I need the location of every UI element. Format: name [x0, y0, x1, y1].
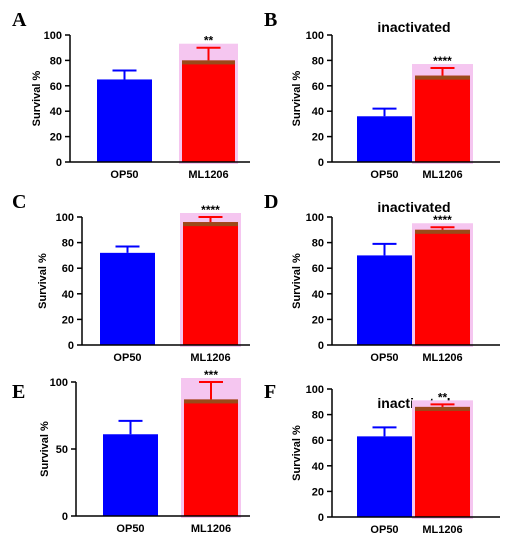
panel-e-y-tick-label: 100	[50, 377, 68, 389]
panel-d-category-op50: OP50	[370, 352, 398, 364]
panel-d-significance: ****	[433, 213, 452, 227]
panel-a-y-tick-label: 60	[50, 81, 62, 93]
panel-f-bar-op50	[357, 436, 412, 517]
panel-a-category-op50: OP50	[110, 169, 138, 181]
panel-d-category-ml1206: ML1206	[422, 352, 462, 364]
panel-c-category-ml1206: ML1206	[190, 352, 230, 364]
panel-letter-b: B	[264, 9, 277, 31]
panel-c-y-tick-label: 100	[56, 212, 74, 224]
panel-d-y-tick-label: 0	[318, 340, 324, 352]
panel-f-y-tick-label: 0	[318, 512, 324, 524]
panel-a-y-tick-label: 0	[56, 157, 62, 169]
panel-letter-c: C	[12, 191, 26, 213]
panel-e-bar-ml1206	[184, 399, 238, 516]
panel-f-y-tick-label: 60	[312, 435, 324, 447]
panel-b-bar-ml1206-cap-band	[415, 75, 470, 80]
panel-a-y-axis-label: Survival %	[31, 70, 43, 126]
panel-c-bar-ml1206-cap-band	[183, 222, 238, 227]
panel-letter-d: D	[264, 191, 278, 213]
panel-a-y-tick-label: 100	[44, 30, 62, 42]
panel-c-y-tick-label: 60	[62, 263, 74, 275]
panel-a-bar-op50	[97, 79, 152, 162]
panel-a-y-tick-label: 40	[50, 106, 62, 118]
panel-e-category-op50: OP50	[116, 523, 144, 535]
panel-d-bar-ml1206-cap-band	[415, 229, 470, 234]
panel-a-bar-ml1206	[182, 60, 235, 162]
panel-e-y-tick-label: 50	[56, 444, 68, 456]
panel-letter-f: F	[264, 381, 276, 403]
panel-c-y-tick-label: 0	[68, 340, 74, 352]
panel-d-y-tick-label: 20	[312, 314, 324, 326]
panel-d-title: inactivated	[377, 199, 450, 215]
panel-c-y-tick-label: 40	[62, 289, 74, 301]
panel-c-bar-op50	[100, 252, 155, 345]
panel-b-significance: ****	[433, 54, 452, 68]
panel-e-significance: ***	[204, 368, 218, 382]
panel-b-category-op50: OP50	[370, 169, 398, 181]
panel-f-y-tick-label: 20	[312, 486, 324, 498]
panel-f-y-tick-label: 100	[306, 384, 324, 396]
panel-c-significance: ****	[201, 203, 220, 217]
panel-a-y-tick-label: 20	[50, 132, 62, 144]
panel-b-y-tick-label: 40	[312, 106, 324, 118]
panel-f-y-tick-label: 80	[312, 410, 324, 422]
panel-e-category-ml1206: ML1206	[191, 523, 231, 535]
panel-b-title: inactivated	[377, 19, 450, 35]
panel-e-bar-ml1206-cap-band	[184, 399, 238, 404]
panel-b-y-tick-label: 80	[312, 55, 324, 67]
panel-b-y-tick-label: 0	[318, 157, 324, 169]
panel-b-bar-ml1206	[415, 75, 470, 162]
panel-a-y-tick-label: 80	[50, 55, 62, 67]
panel-f-bar-ml1206	[415, 406, 470, 517]
panel-d-bar-op50	[357, 255, 412, 345]
panel-d-y-tick-label: 40	[312, 289, 324, 301]
panel-d-y-axis-label: Survival %	[291, 253, 303, 309]
panel-a-bar-ml1206-cap-band	[182, 60, 235, 65]
panel-c-y-tick-label: 20	[62, 314, 74, 326]
panel-e-y-tick-label: 0	[62, 511, 68, 523]
panel-d-bar-ml1206	[415, 229, 470, 345]
panel-b-y-tick-label: 20	[312, 132, 324, 144]
panel-d-y-tick-label: 80	[312, 238, 324, 250]
panel-e-bar-op50	[103, 434, 158, 516]
panel-letter-a: A	[12, 9, 27, 31]
panel-a-category-ml1206: ML1206	[188, 169, 228, 181]
panel-f-y-tick-label: 40	[312, 461, 324, 473]
panel-f-category-op50: OP50	[370, 524, 398, 536]
panel-b-category-ml1206: ML1206	[422, 169, 462, 181]
panel-f-category-ml1206: ML1206	[422, 524, 462, 536]
panel-c-bar-ml1206	[183, 222, 238, 345]
panel-d-y-tick-label: 60	[312, 263, 324, 275]
panel-letter-e: E	[12, 381, 25, 403]
panel-c-category-op50: OP50	[113, 352, 141, 364]
panel-e-y-axis-label: Survival %	[39, 421, 51, 477]
panel-b-y-axis-label: Survival %	[291, 70, 303, 126]
panel-b-y-tick-label: 60	[312, 81, 324, 93]
panel-d-y-tick-label: 100	[306, 212, 324, 224]
panel-c-y-axis-label: Survival %	[37, 253, 49, 309]
panel-f-bar-ml1206-cap-band	[415, 406, 470, 411]
panel-f-y-axis-label: Survival %	[291, 425, 303, 481]
panel-f-significance: **	[438, 390, 448, 404]
panel-b-y-tick-label: 100	[306, 30, 324, 42]
panel-a-significance: **	[204, 34, 214, 48]
panel-c-y-tick-label: 80	[62, 238, 74, 250]
panel-b-bar-op50	[357, 116, 412, 162]
